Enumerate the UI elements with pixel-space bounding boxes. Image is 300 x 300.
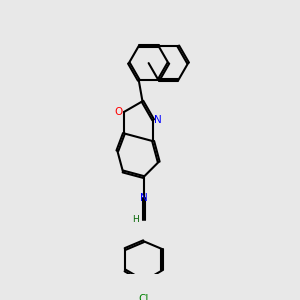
Text: N: N xyxy=(154,115,162,125)
Text: N: N xyxy=(140,194,147,203)
Text: H: H xyxy=(132,215,139,224)
Text: Cl: Cl xyxy=(138,294,149,300)
Text: O: O xyxy=(115,107,123,117)
